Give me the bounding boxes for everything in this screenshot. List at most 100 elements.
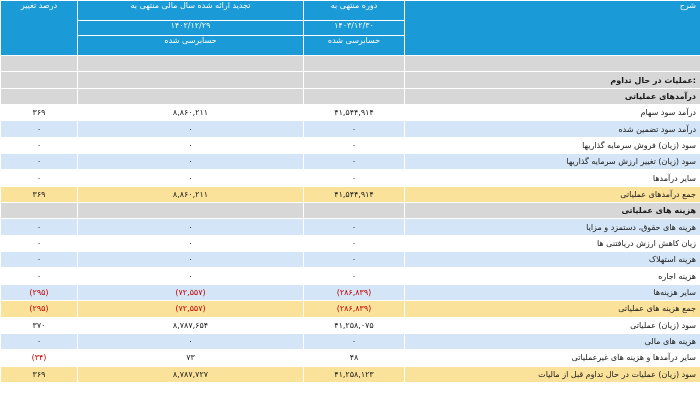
cell-prior bbox=[77, 54, 304, 73]
cell-description: جمع درآمدهای عملیاتی bbox=[404, 185, 700, 204]
cell-change: ۰ bbox=[0, 234, 78, 253]
cell-prior: ۰ bbox=[77, 332, 304, 351]
cell-description: درآمد سود سهام bbox=[404, 104, 700, 122]
section-header-row: هزینه های عملیاتی bbox=[0, 202, 700, 220]
table-row: ۰ ۰ ۰ سود (زیان) تغییر ارزش سرمایه گذاریها bbox=[0, 153, 700, 171]
section-header-row: عملیات در حال تداوم: bbox=[0, 71, 700, 89]
section-header-row: درآمدهای عملیاتی bbox=[0, 87, 700, 106]
cell-description: جمع هزینه های عملیاتی bbox=[404, 300, 700, 318]
table-row: (۲۹۵) (۷۲,۵۵۷) (۲۸۶,۸۳۹) جمع هزینه های عملی… bbox=[0, 300, 700, 318]
cell-current bbox=[303, 87, 405, 106]
cell-prior: ۸,۸۶۰,۲۱۱ bbox=[77, 185, 304, 204]
table-row: ۳۶۹ ۸,۸۶۰,۲۱۱ ۴۱,۵۴۴,۹۱۴ درآمد سود سهام bbox=[0, 104, 700, 122]
table-row: ۰ ۰ ۰ هزینه اجاره bbox=[0, 267, 700, 285]
cell-current: ۰ bbox=[303, 218, 405, 236]
cell-change: ۳۶۹ bbox=[0, 365, 78, 383]
table-row: ۳۷۰ ۸,۷۸۷,۶۵۴ ۴۱,۲۵۸,۰۷۵ سود (زیان) عملیاتی bbox=[0, 316, 700, 334]
cell-prior: ۷۳ bbox=[77, 349, 304, 367]
cell-prior: ۸,۸۶۰,۲۱۱ bbox=[77, 104, 304, 122]
cell-change: (۲۹۵) bbox=[0, 300, 78, 318]
cell-description: سایر هزینه‌ها bbox=[404, 283, 700, 302]
cell-prior: ۸,۷۸۷,۷۲۷ bbox=[77, 365, 304, 383]
cell-change: (۳۴) bbox=[0, 349, 78, 367]
cell-current: ۴۱,۵۴۴,۹۱۴ bbox=[303, 104, 405, 122]
cell-prior bbox=[77, 202, 304, 220]
cell-current: ۰ bbox=[303, 169, 405, 187]
cell-change bbox=[0, 87, 78, 106]
cell-current bbox=[303, 54, 405, 73]
cell-current: ۰ bbox=[303, 332, 405, 351]
cell-prior bbox=[77, 71, 304, 89]
cell-description: هزینه استهلاک bbox=[404, 251, 700, 269]
table-body: عملیات در حال تداوم: درآمدهای عملیاتی ۳۶۹ ۸… bbox=[0, 54, 700, 383]
table-row: ۳۶۹ ۸,۷۸۷,۷۲۷ ۴۱,۲۵۸,۱۲۳ سود (زیان) عملیات … bbox=[0, 365, 700, 383]
cell-change: ۰ bbox=[0, 136, 78, 155]
cell-description: سایر درآمدها bbox=[404, 169, 700, 187]
cell-current bbox=[303, 202, 405, 220]
cell-current: ۴۱,۲۵۸,۰۷۵ bbox=[303, 316, 405, 334]
cell-change: (۲۹۵) bbox=[0, 283, 78, 302]
header-description: شرح bbox=[404, 0, 700, 56]
cell-prior: ۰ bbox=[77, 169, 304, 187]
cell-description: عملیات در حال تداوم: bbox=[404, 71, 700, 89]
header-change: درصد تغییر bbox=[0, 0, 78, 56]
cell-current: (۲۸۶,۸۳۹) bbox=[303, 300, 405, 318]
cell-description: سود (زیان) عملیات در حال تداوم قبل از ما… bbox=[404, 365, 700, 383]
cell-change: ۰ bbox=[0, 267, 78, 285]
cell-change: ۰ bbox=[0, 332, 78, 351]
cell-current: ۴۱,۵۴۴,۹۱۴ bbox=[303, 185, 405, 204]
header-prior-period: تجدید ارائه شده سال مالی منتهی به bbox=[77, 0, 304, 21]
cell-current: ۰ bbox=[303, 136, 405, 155]
cell-current: ۰ bbox=[303, 251, 405, 269]
cell-current bbox=[303, 71, 405, 89]
cell-prior bbox=[77, 87, 304, 106]
cell-description: هزینه های حقوق، دستمزد و مزایا bbox=[404, 218, 700, 236]
table-row: ۰ ۰ ۰ درآمد سود تضمین شده bbox=[0, 120, 700, 138]
cell-description: هزینه های مالی bbox=[404, 332, 700, 351]
cell-current: (۲۸۶,۸۳۹) bbox=[303, 283, 405, 302]
cell-description: سایر درآمدها و هزینه های غیرعملیاتی bbox=[404, 349, 700, 367]
table-row: ۰ ۰ ۰ هزینه استهلاک bbox=[0, 251, 700, 269]
table-row: ۰ ۰ ۰ سود (زیان) فروش سرمایه گذاریها bbox=[0, 136, 700, 155]
cell-change: ۰ bbox=[0, 169, 78, 187]
financial-statement-table: درصد تغییر تجدید ارائه شده سال مالی منته… bbox=[0, 0, 700, 383]
cell-prior: ۰ bbox=[77, 218, 304, 236]
table-row bbox=[0, 54, 700, 73]
cell-current: ۴۸ bbox=[303, 349, 405, 367]
cell-change bbox=[0, 71, 78, 89]
cell-current: ۰ bbox=[303, 234, 405, 253]
header-current-date: ۱۴۰۳/۱۲/۳۰ bbox=[303, 20, 405, 36]
cell-prior: ۰ bbox=[77, 120, 304, 138]
cell-current: ۰ bbox=[303, 120, 405, 138]
cell-description: سود (زیان) تغییر ارزش سرمایه گذاریها bbox=[404, 153, 700, 171]
table-header: درصد تغییر تجدید ارائه شده سال مالی منته… bbox=[0, 0, 700, 56]
cell-change: ۰ bbox=[0, 120, 78, 138]
cell-change: ۰ bbox=[0, 153, 78, 171]
cell-change: ۳۷۰ bbox=[0, 316, 78, 334]
cell-prior: ۰ bbox=[77, 251, 304, 269]
cell-current: ۰ bbox=[303, 153, 405, 171]
table-row: ۳۶۹ ۸,۸۶۰,۲۱۱ ۴۱,۵۴۴,۹۱۴ جمع درآمدهای عملیا… bbox=[0, 185, 700, 204]
cell-change: ۳۶۹ bbox=[0, 104, 78, 122]
cell-current: ۰ bbox=[303, 267, 405, 285]
cell-prior: ۰ bbox=[77, 136, 304, 155]
cell-change: ۰ bbox=[0, 218, 78, 236]
table-row: ۰ ۰ ۰ هزینه های مالی bbox=[0, 332, 700, 351]
cell-description: درآمدهای عملیاتی bbox=[404, 87, 700, 106]
header-current-status: حسابرسی شده bbox=[303, 35, 405, 56]
cell-prior: (۷۲,۵۵۷) bbox=[77, 283, 304, 302]
cell-description: هزینه های عملیاتی bbox=[404, 202, 700, 220]
table-row: (۲۹۵) (۷۲,۵۵۷) (۲۸۶,۸۳۹) سایر هزینه‌ها bbox=[0, 283, 700, 302]
cell-prior: (۷۲,۵۵۷) bbox=[77, 300, 304, 318]
cell-prior: ۰ bbox=[77, 267, 304, 285]
header-current-period: دوره منتهی به bbox=[303, 0, 405, 21]
header-prior-date: ۱۴۰۲/۱۲/۲۹ bbox=[77, 20, 304, 36]
table-row: ۰ ۰ ۰ سایر درآمدها bbox=[0, 169, 700, 187]
table-row: ۰ ۰ ۰ زیان کاهش ارزش دریافتنی ها bbox=[0, 234, 700, 253]
cell-current: ۴۱,۲۵۸,۱۲۳ bbox=[303, 365, 405, 383]
cell-description: هزینه اجاره bbox=[404, 267, 700, 285]
cell-description: درآمد سود تضمین شده bbox=[404, 120, 700, 138]
cell-change: ۰ bbox=[0, 251, 78, 269]
table-row: (۳۴) ۷۳ ۴۸ سایر درآمدها و هزینه های غیرعملی… bbox=[0, 349, 700, 367]
cell-prior: ۰ bbox=[77, 153, 304, 171]
